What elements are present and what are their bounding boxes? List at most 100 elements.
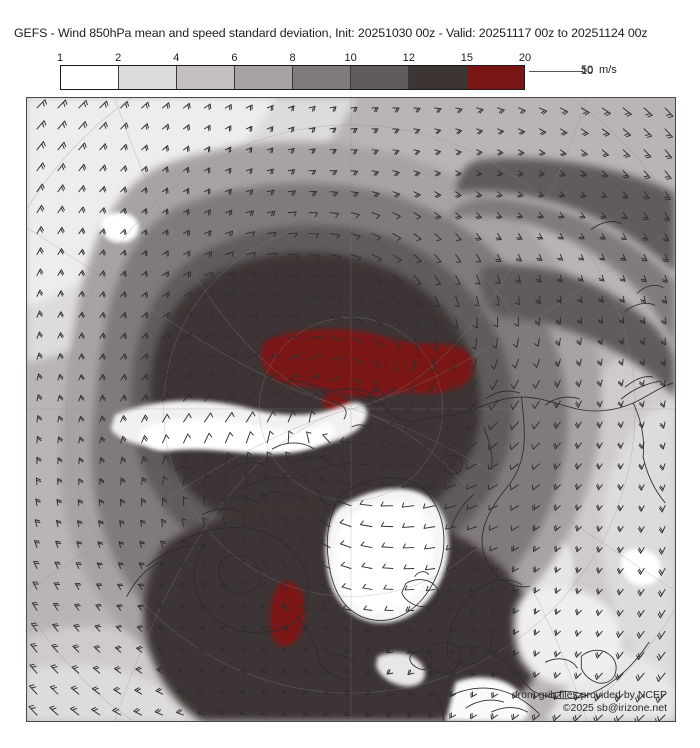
wind-barb bbox=[637, 609, 645, 618]
wind-barb bbox=[402, 522, 415, 528]
wind-barb bbox=[617, 525, 624, 533]
wind-barb bbox=[99, 394, 106, 402]
wind-barb bbox=[322, 433, 331, 444]
wind-barb bbox=[383, 421, 394, 430]
wind-barb bbox=[510, 505, 519, 511]
wind-barb bbox=[287, 354, 300, 360]
wind-barb bbox=[381, 461, 394, 468]
wind-barb bbox=[596, 588, 603, 595]
wind-barb bbox=[240, 625, 247, 632]
wind-barb bbox=[509, 442, 519, 450]
wind-barb bbox=[350, 233, 361, 240]
wind-barb bbox=[117, 583, 124, 590]
wind-barb bbox=[595, 651, 603, 659]
wind-barb bbox=[302, 646, 310, 653]
wind-barb bbox=[392, 295, 403, 307]
wind-barb bbox=[183, 372, 193, 381]
wind-barb bbox=[466, 442, 478, 451]
wind-barb bbox=[120, 435, 127, 444]
wind-barb bbox=[385, 648, 394, 654]
wind-barb bbox=[466, 504, 478, 510]
wind-barb bbox=[95, 603, 102, 611]
wind-barb bbox=[424, 421, 436, 431]
wind-barb bbox=[266, 273, 279, 279]
wind-barb bbox=[433, 316, 439, 329]
wind-barb bbox=[119, 520, 125, 528]
wind-barb bbox=[392, 316, 402, 328]
wind-barb bbox=[218, 688, 226, 695]
wind-barb bbox=[203, 432, 213, 444]
wind-barb bbox=[287, 169, 296, 175]
wind-barb bbox=[308, 410, 316, 423]
wind-barb bbox=[162, 373, 171, 381]
wind-barb bbox=[532, 545, 540, 552]
wind-barb bbox=[141, 455, 148, 465]
wind-barb bbox=[407, 648, 415, 654]
wind-barb bbox=[119, 498, 126, 507]
wind-barb bbox=[472, 316, 478, 329]
wind-barb bbox=[141, 208, 148, 215]
wind-barb bbox=[615, 651, 624, 660]
wind-barb bbox=[575, 525, 582, 532]
wind-barb bbox=[656, 672, 666, 682]
wind-barb bbox=[219, 667, 226, 674]
wind-barb bbox=[91, 706, 101, 716]
wind-barb bbox=[427, 379, 436, 393]
wind-barb bbox=[413, 274, 422, 285]
wind-barb bbox=[536, 254, 543, 262]
wind-barb bbox=[199, 604, 207, 611]
wind-barb bbox=[120, 456, 126, 465]
wind-barb bbox=[559, 128, 568, 136]
wind-barb bbox=[600, 191, 608, 199]
wind-barb bbox=[661, 274, 668, 283]
wind-barb bbox=[428, 711, 436, 719]
wind-barb bbox=[57, 205, 65, 214]
wind-barb bbox=[203, 332, 214, 339]
wind-barb bbox=[340, 561, 352, 569]
wind-barb bbox=[245, 333, 258, 339]
wind-barb bbox=[491, 670, 499, 677]
wind-barb bbox=[371, 379, 379, 390]
wind-barb bbox=[57, 120, 67, 130]
wind-barb bbox=[280, 581, 289, 590]
wind-barb bbox=[488, 504, 499, 511]
wind-barb bbox=[308, 392, 319, 402]
wind-barb bbox=[531, 484, 540, 491]
wind-barb bbox=[531, 714, 540, 721]
wind-barb bbox=[162, 434, 170, 444]
wind-barb bbox=[413, 295, 422, 307]
wind-barb bbox=[427, 627, 436, 634]
wind-barb bbox=[497, 149, 504, 156]
wind-barb bbox=[224, 230, 234, 237]
wind-barb bbox=[660, 358, 666, 367]
wind-barb bbox=[78, 290, 85, 298]
wind-barb bbox=[364, 626, 373, 632]
wind-barb bbox=[557, 254, 564, 261]
wind-barb bbox=[363, 605, 373, 611]
wind-barb bbox=[614, 714, 624, 721]
wind-barb-legend-value-50: 50 bbox=[581, 64, 594, 76]
wind-barb bbox=[245, 189, 254, 196]
wind-barb bbox=[405, 400, 415, 412]
wind-barb bbox=[92, 665, 101, 674]
wind-barb bbox=[99, 100, 109, 109]
wind-barb bbox=[423, 483, 436, 489]
wind-barb bbox=[425, 585, 436, 592]
wind-barb bbox=[455, 254, 462, 263]
wind-barb bbox=[299, 516, 310, 528]
wind-barb bbox=[158, 583, 166, 590]
wind-barb bbox=[308, 127, 316, 133]
wind-barb bbox=[78, 142, 87, 151]
weather-map[interactable]: from grib files provided by NCEP ©2025 s… bbox=[26, 97, 676, 722]
wind-barb bbox=[141, 250, 148, 257]
wind-barb bbox=[444, 504, 457, 510]
wind-barb bbox=[240, 582, 247, 590]
wind-barb bbox=[655, 714, 666, 721]
wind-barb bbox=[510, 525, 519, 532]
wind-barb bbox=[494, 295, 500, 306]
wind-barb bbox=[618, 379, 624, 387]
wind-barb bbox=[371, 170, 379, 176]
wind-barb bbox=[491, 691, 499, 699]
wind-barb bbox=[162, 208, 169, 215]
wind-barb bbox=[78, 394, 85, 402]
